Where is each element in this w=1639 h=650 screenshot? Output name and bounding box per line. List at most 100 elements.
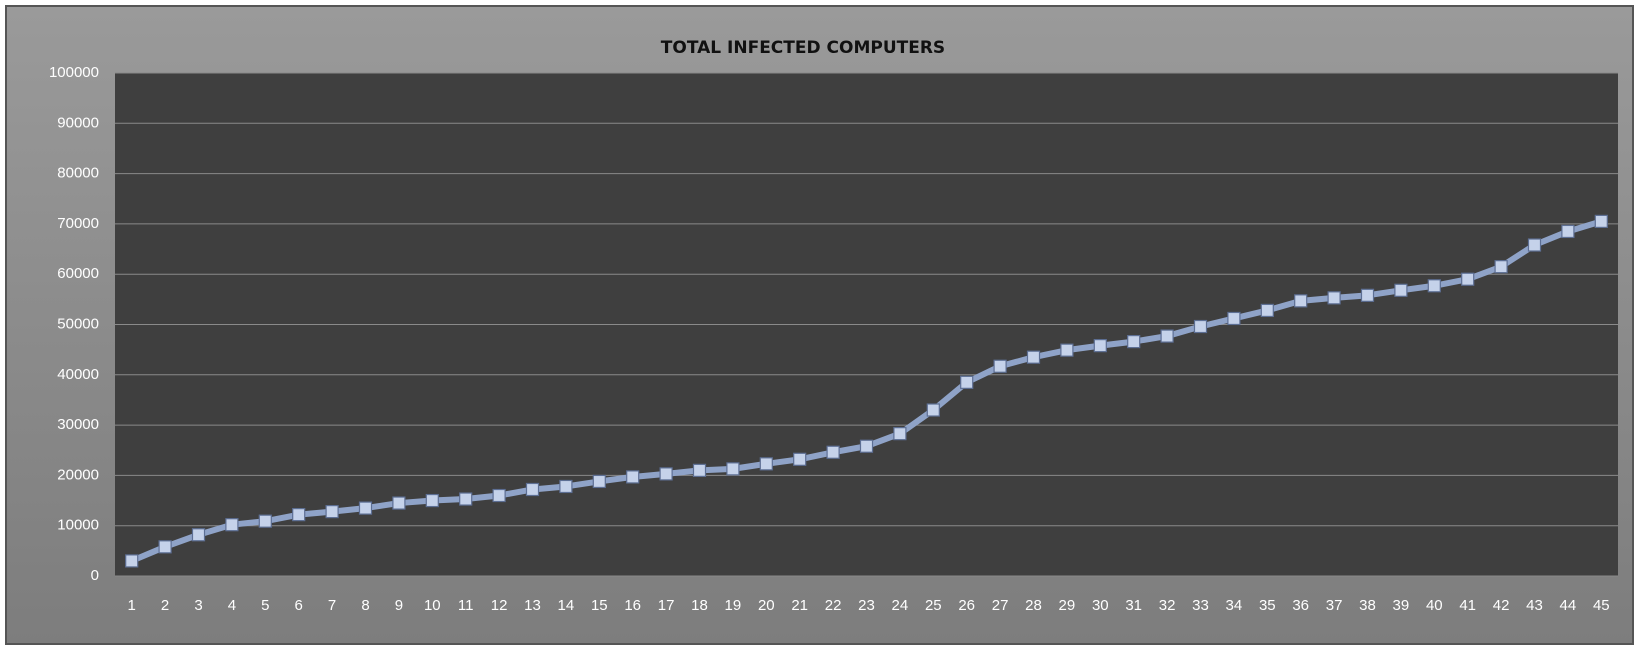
point-marker — [793, 452, 807, 466]
y-tick-label: 90000 — [57, 114, 99, 131]
x-tick-label: 21 — [791, 597, 808, 614]
point-marker — [960, 375, 974, 389]
point-marker — [1060, 343, 1074, 357]
x-tick-label: 6 — [295, 597, 303, 614]
point-marker — [926, 403, 940, 417]
point-marker — [993, 359, 1007, 373]
y-tick-label: 10000 — [57, 517, 99, 534]
point-marker — [1494, 260, 1508, 274]
point-marker — [692, 463, 707, 477]
x-tick-label: 32 — [1159, 597, 1176, 614]
point-marker — [1193, 319, 1208, 334]
x-tick-label: 26 — [958, 597, 975, 614]
point-marker — [392, 496, 406, 510]
x-tick-label: 43 — [1526, 597, 1543, 614]
y-tick-label: 70000 — [57, 215, 99, 232]
point-marker — [559, 479, 573, 494]
point-marker — [1227, 311, 1241, 326]
point-marker — [726, 462, 740, 476]
x-tick-label: 7 — [328, 597, 336, 614]
point-marker — [1594, 214, 1608, 228]
x-tick-label: 29 — [1059, 597, 1076, 614]
point-marker — [1427, 279, 1441, 293]
point-marker — [358, 501, 373, 515]
point-marker — [759, 457, 773, 471]
point-marker — [1160, 329, 1174, 343]
point-marker — [826, 445, 840, 459]
x-tick-label: 22 — [825, 597, 842, 614]
x-tick-label: 28 — [1025, 597, 1042, 614]
x-tick-label: 38 — [1359, 597, 1376, 614]
y-tick-label: 60000 — [57, 265, 99, 282]
point-marker — [893, 427, 907, 441]
point-marker — [258, 514, 272, 528]
x-tick-label: 5 — [261, 597, 269, 614]
x-tick-label: 36 — [1292, 597, 1309, 614]
x-tick-label: 8 — [361, 597, 369, 614]
x-tick-label: 31 — [1125, 597, 1142, 614]
x-tick-label: 16 — [624, 597, 641, 614]
x-tick-label: 45 — [1593, 597, 1610, 614]
x-tick-label: 25 — [925, 597, 942, 614]
point-marker — [592, 474, 606, 489]
y-tick-label: 80000 — [57, 165, 99, 182]
x-tick-label: 10 — [424, 597, 441, 614]
point-marker — [158, 540, 172, 554]
x-tick-label: 37 — [1326, 597, 1343, 614]
point-marker — [1461, 272, 1475, 286]
point-marker — [425, 493, 439, 508]
x-tick-label: 41 — [1459, 597, 1476, 614]
x-tick-label: 39 — [1393, 597, 1410, 614]
x-tick-label: 35 — [1259, 597, 1276, 614]
point-marker — [325, 505, 339, 519]
x-tick-label: 34 — [1226, 597, 1243, 614]
point-marker — [1260, 303, 1274, 318]
x-tick-label: 9 — [395, 597, 403, 614]
point-marker — [1527, 238, 1542, 252]
point-marker — [525, 482, 540, 497]
x-tick-label: 14 — [558, 597, 575, 614]
point-marker — [292, 508, 306, 522]
x-tick-label: 2 — [161, 597, 169, 614]
point-marker — [626, 470, 640, 484]
point-marker — [1561, 224, 1575, 239]
y-tick-label: 50000 — [57, 315, 99, 332]
x-tick-label: 17 — [658, 597, 675, 614]
point-marker — [459, 492, 473, 506]
x-tick-label: 33 — [1192, 597, 1209, 614]
x-tick-label: 4 — [228, 597, 236, 614]
x-tick-label: 12 — [491, 597, 508, 614]
point-marker — [1394, 283, 1408, 297]
point-marker — [1093, 339, 1107, 353]
y-tick-label: 30000 — [57, 416, 99, 433]
point-marker — [1360, 288, 1375, 302]
x-tick-label: 3 — [194, 597, 202, 614]
x-tick-label: 27 — [992, 597, 1009, 614]
point-marker — [659, 467, 673, 481]
x-tick-label: 13 — [524, 597, 541, 614]
x-tick-label: 11 — [458, 597, 474, 614]
point-marker — [191, 528, 206, 542]
x-tick-label: 15 — [591, 597, 608, 614]
point-marker — [1294, 294, 1308, 308]
point-marker — [1127, 335, 1141, 349]
point-marker — [1026, 350, 1041, 364]
x-tick-label: 42 — [1493, 597, 1510, 614]
chart-title: TOTAL INFECTED COMPUTERS — [661, 38, 945, 58]
x-tick-label: 24 — [892, 597, 909, 614]
point-marker — [1327, 291, 1341, 305]
y-tick-label: 40000 — [57, 366, 99, 383]
x-tick-label: 20 — [758, 597, 775, 614]
x-tick-label: 44 — [1560, 597, 1577, 614]
x-tick-label: 19 — [725, 597, 742, 614]
x-tick-label: 1 — [128, 597, 136, 614]
x-tick-label: 23 — [858, 597, 875, 614]
point-marker — [125, 554, 139, 568]
point-marker — [859, 439, 874, 453]
x-tick-label: 30 — [1092, 597, 1109, 614]
y-tick-label: 100000 — [49, 64, 99, 81]
x-tick-label: 40 — [1426, 597, 1443, 614]
x-tick-label: 18 — [691, 597, 708, 614]
y-tick-label: 20000 — [57, 466, 99, 483]
